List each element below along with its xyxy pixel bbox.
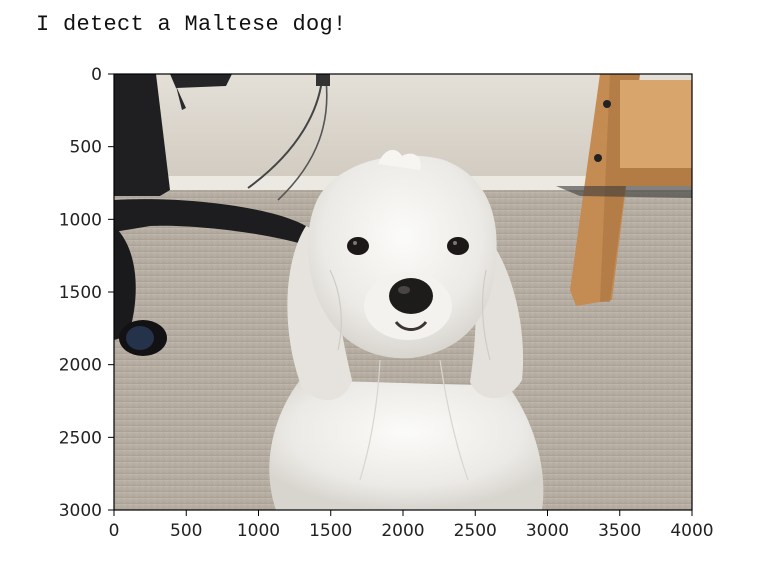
x-tick-label: 3500 [598,521,641,541]
y-tick-label: 2500 [59,428,102,448]
dog-photo [114,74,692,510]
cell-output-text: I detect a Maltese dog! [36,12,347,37]
x-tick-label: 1000 [237,521,280,541]
y-tick-label: 500 [70,138,102,158]
x-tick-label: 3000 [526,521,569,541]
x-tick-label: 2000 [381,521,424,541]
left-eye [347,237,369,255]
y-tick-label: 3000 [59,501,102,521]
office-chair [114,74,306,356]
y-tick-label: 0 [91,65,102,85]
x-tick-label: 500 [170,521,202,541]
x-axis: 0 500 1000 1500 2000 2500 3000 3500 4000 [109,510,714,541]
x-tick-label: 4000 [670,521,713,541]
y-tick-label: 1000 [59,210,102,230]
wooden-table [556,74,692,306]
y-tick-label: 2000 [59,356,102,376]
y-tick-label: 1500 [59,283,102,303]
x-tick-label: 1500 [309,521,352,541]
y-axis: 0 500 1000 1500 2000 2500 3000 [59,65,114,521]
maltese-dog [269,149,544,510]
x-tick-label: 0 [109,521,120,541]
x-tick-label: 2500 [454,521,497,541]
right-eye [447,237,469,255]
dog-nose [389,278,433,314]
